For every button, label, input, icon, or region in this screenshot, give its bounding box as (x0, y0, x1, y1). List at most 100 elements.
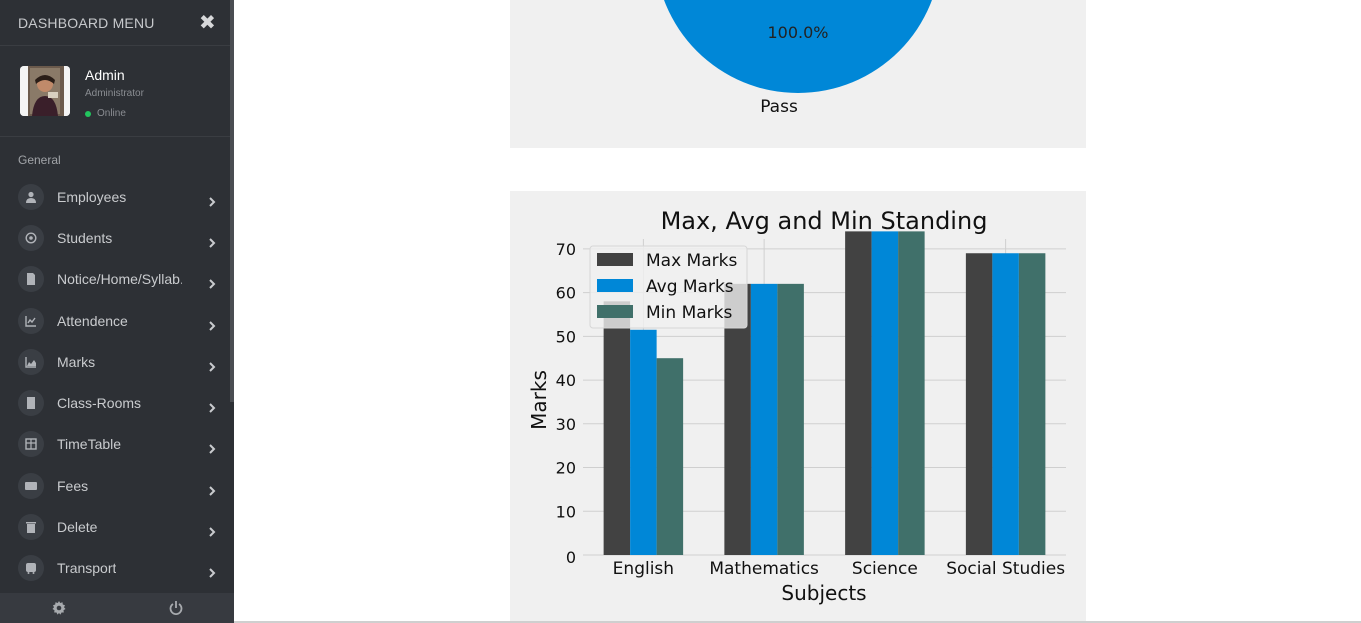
user-name: Admin (85, 67, 125, 83)
sidebar-item-label: Employees (57, 188, 127, 205)
bus-icon (18, 555, 44, 582)
x-tick-label: Mathematics (709, 559, 819, 579)
pie-slice (664, 0, 932, 93)
sidebar-item-class-rooms[interactable]: Class-Rooms (0, 382, 234, 423)
y-tick-label: 0 (566, 548, 576, 567)
sidebar-header: DASHBOARD MENU ✖ (0, 0, 234, 45)
gear-icon (52, 601, 65, 615)
sidebar-item-notice[interactable]: Notice/Home/Syllab.. (0, 259, 234, 300)
y-tick-label: 60 (556, 284, 576, 303)
chevron-right-icon (207, 274, 217, 289)
sidebar-item-timetable[interactable]: TimeTable (0, 424, 234, 465)
sidebar-menu: Employees Students Notice/Home/Syllab.. … (0, 176, 234, 589)
user-role: Administrator (85, 88, 144, 99)
sidebar-scrollbar[interactable] (230, 0, 234, 402)
power-icon (169, 601, 182, 615)
bottom-divider (234, 621, 1361, 623)
sidebar-item-transport[interactable]: Transport (0, 548, 234, 589)
chevron-right-icon (207, 357, 217, 372)
bar (898, 231, 925, 555)
chevron-right-icon (207, 233, 217, 248)
file-icon (18, 266, 44, 293)
chevron-right-icon (207, 316, 217, 331)
chevron-right-icon (207, 398, 217, 413)
main-content: 100.0% Pass 0 10 20 30 40 50 60 70 English Mathema… (234, 0, 1361, 623)
bar (992, 253, 1019, 556)
sidebar-footer (0, 593, 234, 623)
avatar (20, 66, 70, 116)
sidebar-item-label: Attendence (57, 312, 128, 329)
table-icon (18, 431, 44, 458)
legend-swatch (597, 305, 633, 318)
building-icon (18, 390, 44, 417)
sidebar-item-label: Notice/Home/Syllab.. (57, 271, 182, 288)
pie-slice-pct-label: 100.0% (767, 23, 828, 42)
section-label-general: General (18, 153, 61, 167)
x-axis-label: Subjects (781, 581, 866, 605)
bar (656, 358, 684, 555)
legend-swatch (597, 253, 633, 266)
sidebar-item-label: Class-Rooms (57, 395, 142, 412)
chevron-right-icon (207, 439, 217, 455)
sidebar-title: DASHBOARD MENU (18, 14, 155, 31)
bar (845, 231, 872, 555)
user-icon (18, 183, 44, 210)
at-icon (18, 224, 44, 251)
sidebar: DASHBOARD MENU ✖ Admin Administrator Onl… (0, 0, 234, 623)
chevron-right-icon (207, 522, 217, 537)
x-tick-label: English (613, 559, 674, 579)
line-chart-icon (18, 307, 44, 334)
pie-chart-panel: 100.0% Pass (510, 0, 1086, 148)
sidebar-item-label: Fees (57, 477, 89, 494)
user-status: Online (85, 108, 126, 119)
bar (750, 283, 778, 555)
bar-chart-panel: 0 10 20 30 40 50 60 70 English Mathematics Science… (510, 191, 1086, 623)
y-axis-label: Marks (527, 370, 551, 430)
bar (603, 301, 631, 555)
legend: Max Marks Avg Marks Min Marks (589, 245, 748, 329)
pie-chart: 100.0% Pass (664, 0, 932, 117)
sidebar-item-label: Students (57, 229, 113, 246)
sidebar-item-label: TimeTable (57, 436, 122, 453)
sidebar-item-attendence[interactable]: Attendence (0, 300, 234, 341)
y-tick-label: 50 (556, 327, 576, 346)
x-tick-label: Social Studies (946, 559, 1065, 579)
user-panel: Admin Administrator Online (0, 45, 234, 137)
chart-title: Max, Avg and Min Standing (661, 207, 988, 235)
sidebar-item-label: Delete (57, 519, 98, 536)
y-tick-label: 40 (556, 371, 576, 390)
credit-card-icon (18, 472, 44, 499)
sidebar-item-fees[interactable]: Fees (0, 465, 234, 506)
sidebar-item-marks[interactable]: Marks (0, 341, 234, 382)
chevron-right-icon (207, 481, 217, 496)
bar (965, 253, 993, 556)
trash-icon (18, 514, 44, 541)
close-icon[interactable]: ✖ (199, 11, 216, 34)
bar (630, 329, 657, 555)
legend-swatch (597, 279, 633, 292)
bar-chart: 0 10 20 30 40 50 60 70 English Mathematics Science… (527, 207, 1066, 605)
y-tick-label: 30 (556, 415, 576, 434)
logout-button[interactable] (117, 593, 234, 623)
user-status-label: Online (97, 108, 126, 119)
sidebar-item-delete[interactable]: Delete (0, 506, 234, 547)
bar (724, 283, 751, 555)
y-tick-label: 20 (556, 459, 576, 478)
bar (777, 283, 804, 555)
online-indicator-icon (85, 110, 91, 117)
settings-button[interactable] (0, 593, 117, 623)
sidebar-item-label: Marks (57, 353, 96, 370)
sidebar-item-employees[interactable]: Employees (0, 176, 234, 217)
sidebar-item-students[interactable]: Students (0, 217, 234, 258)
legend-label: Max Marks (646, 251, 737, 271)
legend-label: Avg Marks (646, 277, 734, 297)
legend-label: Min Marks (646, 303, 732, 323)
y-tick-label: 70 (556, 240, 576, 259)
chevron-right-icon (207, 192, 217, 207)
area-chart-icon (18, 348, 44, 375)
sidebar-item-label: Transport (57, 560, 117, 577)
chevron-right-icon (207, 563, 217, 579)
bar (1018, 253, 1046, 556)
bar (871, 231, 899, 555)
pie-slice-label: Pass (760, 97, 798, 117)
